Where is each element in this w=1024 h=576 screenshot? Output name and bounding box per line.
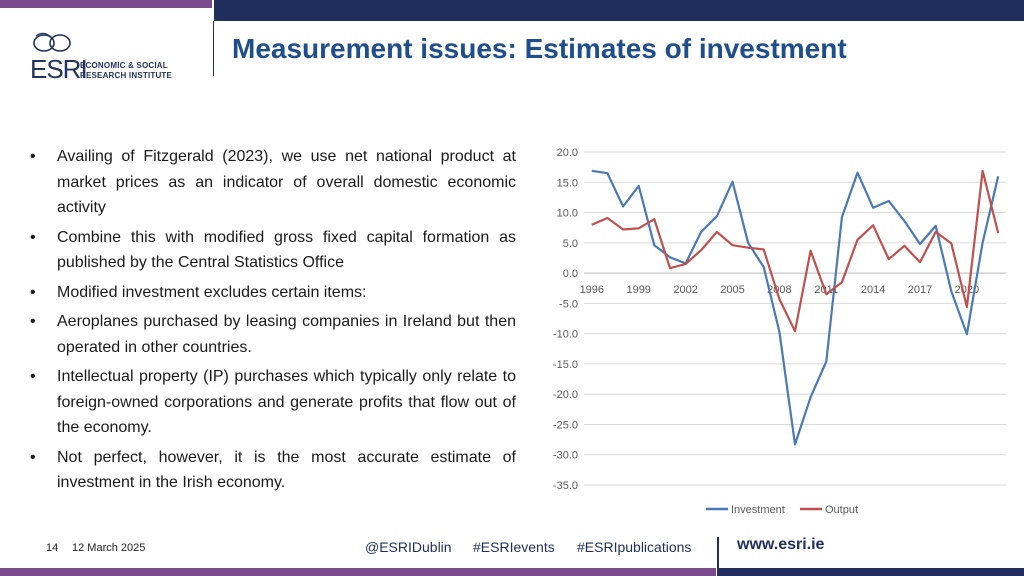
bullet-text: Intellectual property (IP) purchases whi… (57, 368, 516, 436)
series-line-investment (591, 169, 1000, 446)
bullet-text: Aeroplanes purchased by leasing companie… (57, 313, 516, 356)
y-tick-label: -15.0 (553, 359, 578, 371)
bullet-text: Combine this with modified gross fixed c… (57, 228, 516, 272)
bullet-text: Modified investment excludes certain ite… (57, 283, 367, 301)
bullet-item: • Not perfect, however, it is the most ac… (30, 445, 516, 496)
esri-logo[interactable]: ESRI ECONOMIC & SOCIAL RESEARCH INSTITUT… (30, 28, 200, 84)
bullet-dot: • (30, 283, 36, 301)
page-title: Measurement issues: Estimates of investm… (232, 33, 847, 64)
logo-line-2: RESEARCH INSTITUTE (80, 71, 173, 80)
bullet-dot: • (30, 448, 36, 466)
investment-output-chart: 20.0 15.0 10.0 5.0 0.0 -5.0 -10.0 -15.0 -20.0 -25… (553, 147, 1006, 516)
website-link[interactable]: www.esri.ie (737, 536, 825, 553)
bullet-list: • Availing of Fitzgerald (2023), we use n… (30, 144, 516, 500)
bullet-dot: • (30, 228, 36, 246)
x-tick-label: 2008 (767, 284, 791, 296)
bullet-dot: • (30, 313, 36, 330)
x-tick-label: 2011 (814, 284, 838, 296)
bullet-item: • Modified investment excludes certain it… (30, 280, 516, 306)
y-tick-label: 10.0 (557, 208, 578, 220)
logo-line-1: ECONOMIC & SOCIAL (80, 61, 168, 70)
y-tick-label: -20.0 (553, 389, 578, 401)
bullet-dot: • (30, 368, 36, 385)
bullet-text: Not perfect, however, it is the most acc… (57, 448, 516, 492)
bottom-bar-accent (0, 568, 716, 576)
top-bar-accent (0, 0, 212, 8)
x-tick-label: 2005 (720, 284, 744, 296)
bullet-item: • Aeroplanes purchased by leasing compani… (30, 309, 516, 360)
bullet-item: • Availing of Fitzgerald (2023), we use n… (30, 144, 516, 221)
series-line-output (591, 169, 1000, 333)
x-tick-label: 2017 (908, 284, 932, 296)
logo-esri-text: ESRI (30, 54, 88, 84)
legend-label: Output (825, 504, 858, 516)
y-tick-label: 0.0 (563, 268, 578, 280)
y-tick-label: -5.0 (559, 298, 578, 310)
bottom-bar (718, 568, 1024, 576)
y-tick-label: -35.0 (553, 480, 578, 492)
bullet-text: Availing of Fitzgerald (2023), we use ne… (57, 148, 516, 216)
y-tick-label: 20.0 (557, 147, 578, 159)
x-tick-label: 1999 (626, 284, 650, 296)
bullet-item: • Intellectual property (IP) purchases wh… (30, 364, 516, 441)
y-tick-label: -10.0 (553, 329, 578, 341)
x-tick-label: 2002 (673, 284, 697, 296)
y-tick-label: -30.0 (553, 450, 578, 462)
y-tick-label: 5.0 (563, 238, 578, 250)
x-tick-label: 1996 (580, 284, 604, 296)
top-bar (214, 0, 1024, 21)
footer-divider (717, 537, 719, 576)
logo-mark-icon (33, 32, 71, 52)
slide-date: 12 March 2025 (72, 542, 146, 554)
y-tick-label: 15.0 (557, 177, 578, 189)
bullet-item: • Combine this with modified gross fixed … (30, 225, 516, 276)
slide-number: 14 (46, 542, 59, 554)
y-tick-label: -25.0 (553, 419, 578, 431)
x-tick-label: 2014 (861, 284, 885, 296)
twitter-handle[interactable]: @ESRIDublin (365, 539, 452, 555)
events-hashtag[interactable]: #ESRIevents (473, 539, 555, 555)
publications-hashtag[interactable]: #ESRIpublications (577, 539, 692, 555)
bullet-dot: • (30, 148, 36, 165)
header-divider (213, 21, 214, 76)
legend-label: Investment (731, 504, 785, 516)
